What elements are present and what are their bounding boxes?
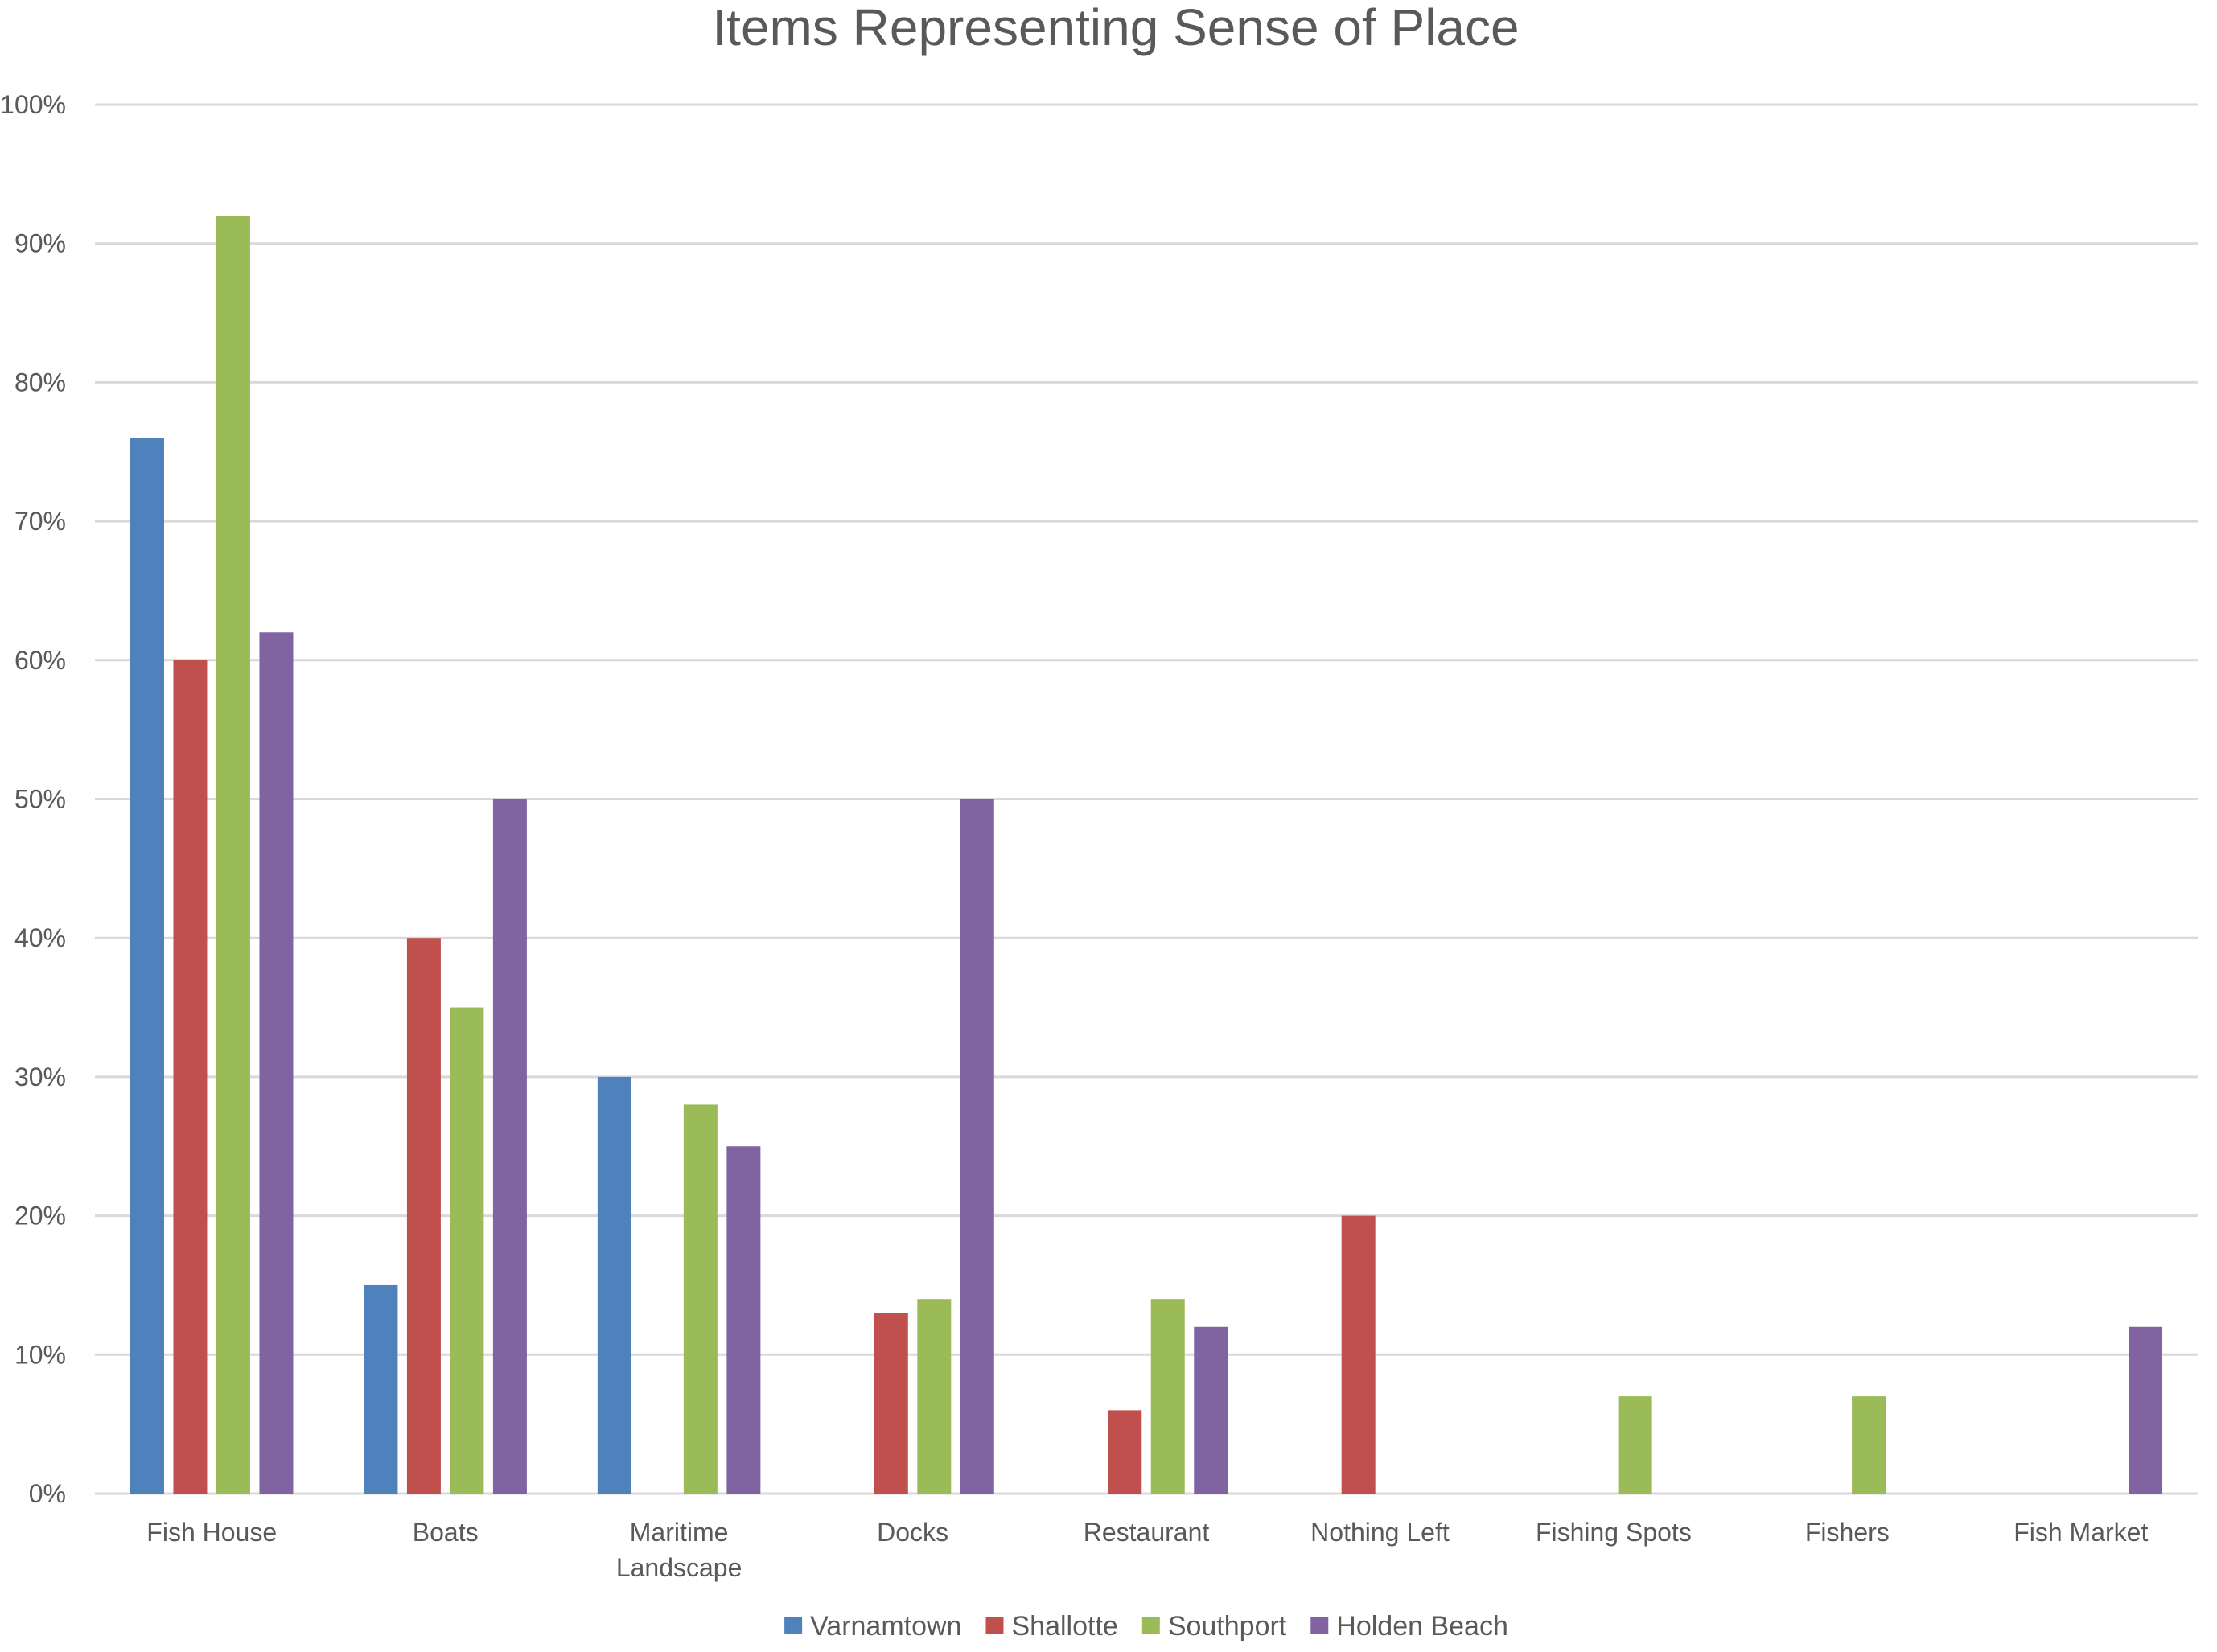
bar-southport-docks <box>917 1299 952 1494</box>
x-category-label-docks: Docks <box>877 1518 948 1547</box>
y-tick-label: 50% <box>14 785 66 814</box>
y-tick-label: 70% <box>14 507 66 536</box>
y-tick-label: 10% <box>14 1340 66 1369</box>
y-tick-label: 0% <box>29 1479 66 1508</box>
legend-swatch-shallotte <box>985 1617 1004 1634</box>
legend-label-southport: Southport <box>1168 1611 1287 1642</box>
bar-southport-fish-house <box>216 216 250 1494</box>
x-category-label-fish-market: Fish Market <box>2013 1518 2148 1547</box>
legend-swatch-varnamtown <box>784 1617 803 1634</box>
bar-southport-restaurant <box>1150 1299 1185 1494</box>
legend-item-southport: Southport <box>1141 1611 1287 1642</box>
legend-label-varnamtown: Varnamtown <box>810 1611 961 1642</box>
x-category-label-fishers: Fishers <box>1805 1518 1890 1547</box>
y-axis-tick-labels: 0% 10% 20% 30% 40% 50% 60% 70% 80% 90% 100% <box>0 90 66 1508</box>
bar-southport-fishing-spots <box>1618 1396 1652 1494</box>
x-category-label-maritime-landscape: Maritime Landscape <box>616 1518 742 1582</box>
bar-holden-beach-restaurant <box>1194 1326 1228 1494</box>
legend-item-varnamtown: Varnamtown <box>784 1611 961 1642</box>
legend-label-shallotte: Shallotte <box>1011 1611 1117 1642</box>
legend: Varnamtown Shallotte Southport Holden Beach <box>784 1611 1508 1642</box>
y-tick-label: 40% <box>14 923 66 952</box>
bar-southport-fishers <box>1852 1396 1886 1494</box>
bar-shallotte-boats <box>406 938 441 1494</box>
x-category-label-fish-house: Fish House <box>146 1518 277 1547</box>
bar-shallotte-nothing-left <box>1341 1215 1376 1494</box>
x-category-label-boats: Boats <box>413 1518 479 1547</box>
bar-holden-beach-fish-market <box>2129 1326 2163 1494</box>
y-tick-label: 30% <box>14 1062 66 1091</box>
bar-varnamtown-fish-house <box>130 438 164 1494</box>
bar-holden-beach-fish-house <box>259 632 294 1494</box>
bar-southport-maritime-landscape <box>683 1104 718 1494</box>
chart-title: Items Representing Sense of Place <box>712 0 1519 56</box>
y-tick-label: 90% <box>14 229 66 258</box>
x-axis-category-labels: Fish House Boats Maritime Landscape Docks Res… <box>146 1518 2148 1582</box>
legend-item-shallotte: Shallotte <box>985 1611 1118 1642</box>
bar-shallotte-fish-house <box>173 660 208 1494</box>
bar-varnamtown-maritime-landscape <box>597 1076 631 1494</box>
y-tick-label: 60% <box>14 646 66 675</box>
y-tick-label: 100% <box>0 90 66 119</box>
legend-label-holden-beach: Holden Beach <box>1336 1611 1508 1642</box>
x-category-label-nothing-left: Nothing Left <box>1310 1518 1450 1547</box>
x-category-label-fishing-spots: Fishing Spots <box>1536 1518 1692 1547</box>
legend-item-holden-beach: Holden Beach <box>1310 1611 1508 1642</box>
bar-shallotte-docks <box>874 1313 908 1494</box>
bar-shallotte-restaurant <box>1108 1410 1142 1494</box>
bar-holden-beach-maritime-landscape <box>726 1146 761 1494</box>
bar-varnamtown-boats <box>364 1284 398 1494</box>
legend-swatch-holden-beach <box>1310 1617 1329 1634</box>
gridlines <box>95 103 2198 1495</box>
y-tick-label: 20% <box>14 1202 66 1231</box>
legend-swatch-southport <box>1141 1617 1160 1634</box>
bar-southport-boats <box>450 1007 484 1494</box>
bar-holden-beach-docks <box>960 799 994 1494</box>
bar-holden-beach-boats <box>492 799 527 1494</box>
y-tick-label: 80% <box>14 368 66 397</box>
bars <box>130 216 2163 1494</box>
x-category-label-restaurant: Restaurant <box>1084 1518 1210 1547</box>
